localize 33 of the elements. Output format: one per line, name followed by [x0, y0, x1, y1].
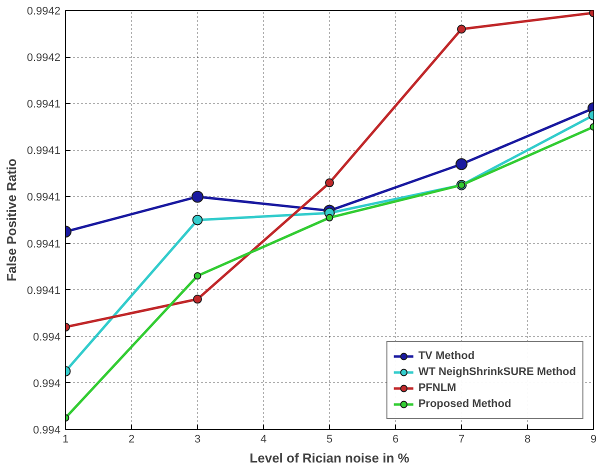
- y-tick-label: 0.9941: [26, 145, 61, 158]
- x-tick-label: 8: [524, 434, 531, 446]
- y-tick-label: 0.9941: [26, 238, 61, 250]
- x-tick-label: 5: [326, 434, 333, 446]
- y-tick-label: 0.994: [32, 424, 61, 436]
- x-tick-label: 9: [590, 434, 597, 446]
- y-tick-label: 0.994: [32, 331, 61, 344]
- point: [192, 190, 204, 203]
- x-tick-label: 4: [260, 434, 267, 446]
- y-tick-label: 0.9941: [26, 284, 61, 297]
- legend-label: TV Method: [418, 349, 475, 364]
- legend-label: PFNLM: [418, 381, 456, 396]
- x-tick-label: 6: [392, 434, 399, 446]
- x-tick-label: 3: [194, 434, 201, 446]
- point: [326, 214, 334, 222]
- point: [193, 294, 202, 304]
- legend-label: WT NeighShrinkSURE Method: [418, 365, 576, 380]
- y-tick-label: 0.994: [32, 378, 61, 390]
- point: [325, 178, 334, 188]
- point: [456, 158, 468, 170]
- y-tick-label: 0.9942: [26, 52, 61, 64]
- legend-label: Proposed Method: [418, 397, 512, 412]
- x-tick-label: 7: [458, 434, 465, 446]
- x-axis-title: Level of Rician noise in %: [250, 450, 410, 466]
- y-axis-title: False Positive Ratio: [4, 158, 19, 282]
- point: [194, 272, 202, 280]
- y-tick-label: 0.9941: [26, 192, 61, 204]
- point: [192, 214, 203, 226]
- x-tick-label: 1: [62, 434, 69, 446]
- y-tick-label: 0.9942: [26, 6, 61, 18]
- point: [457, 24, 466, 34]
- x-tick-label: 2: [128, 434, 135, 446]
- y-tick-label: 0.9941: [26, 98, 61, 111]
